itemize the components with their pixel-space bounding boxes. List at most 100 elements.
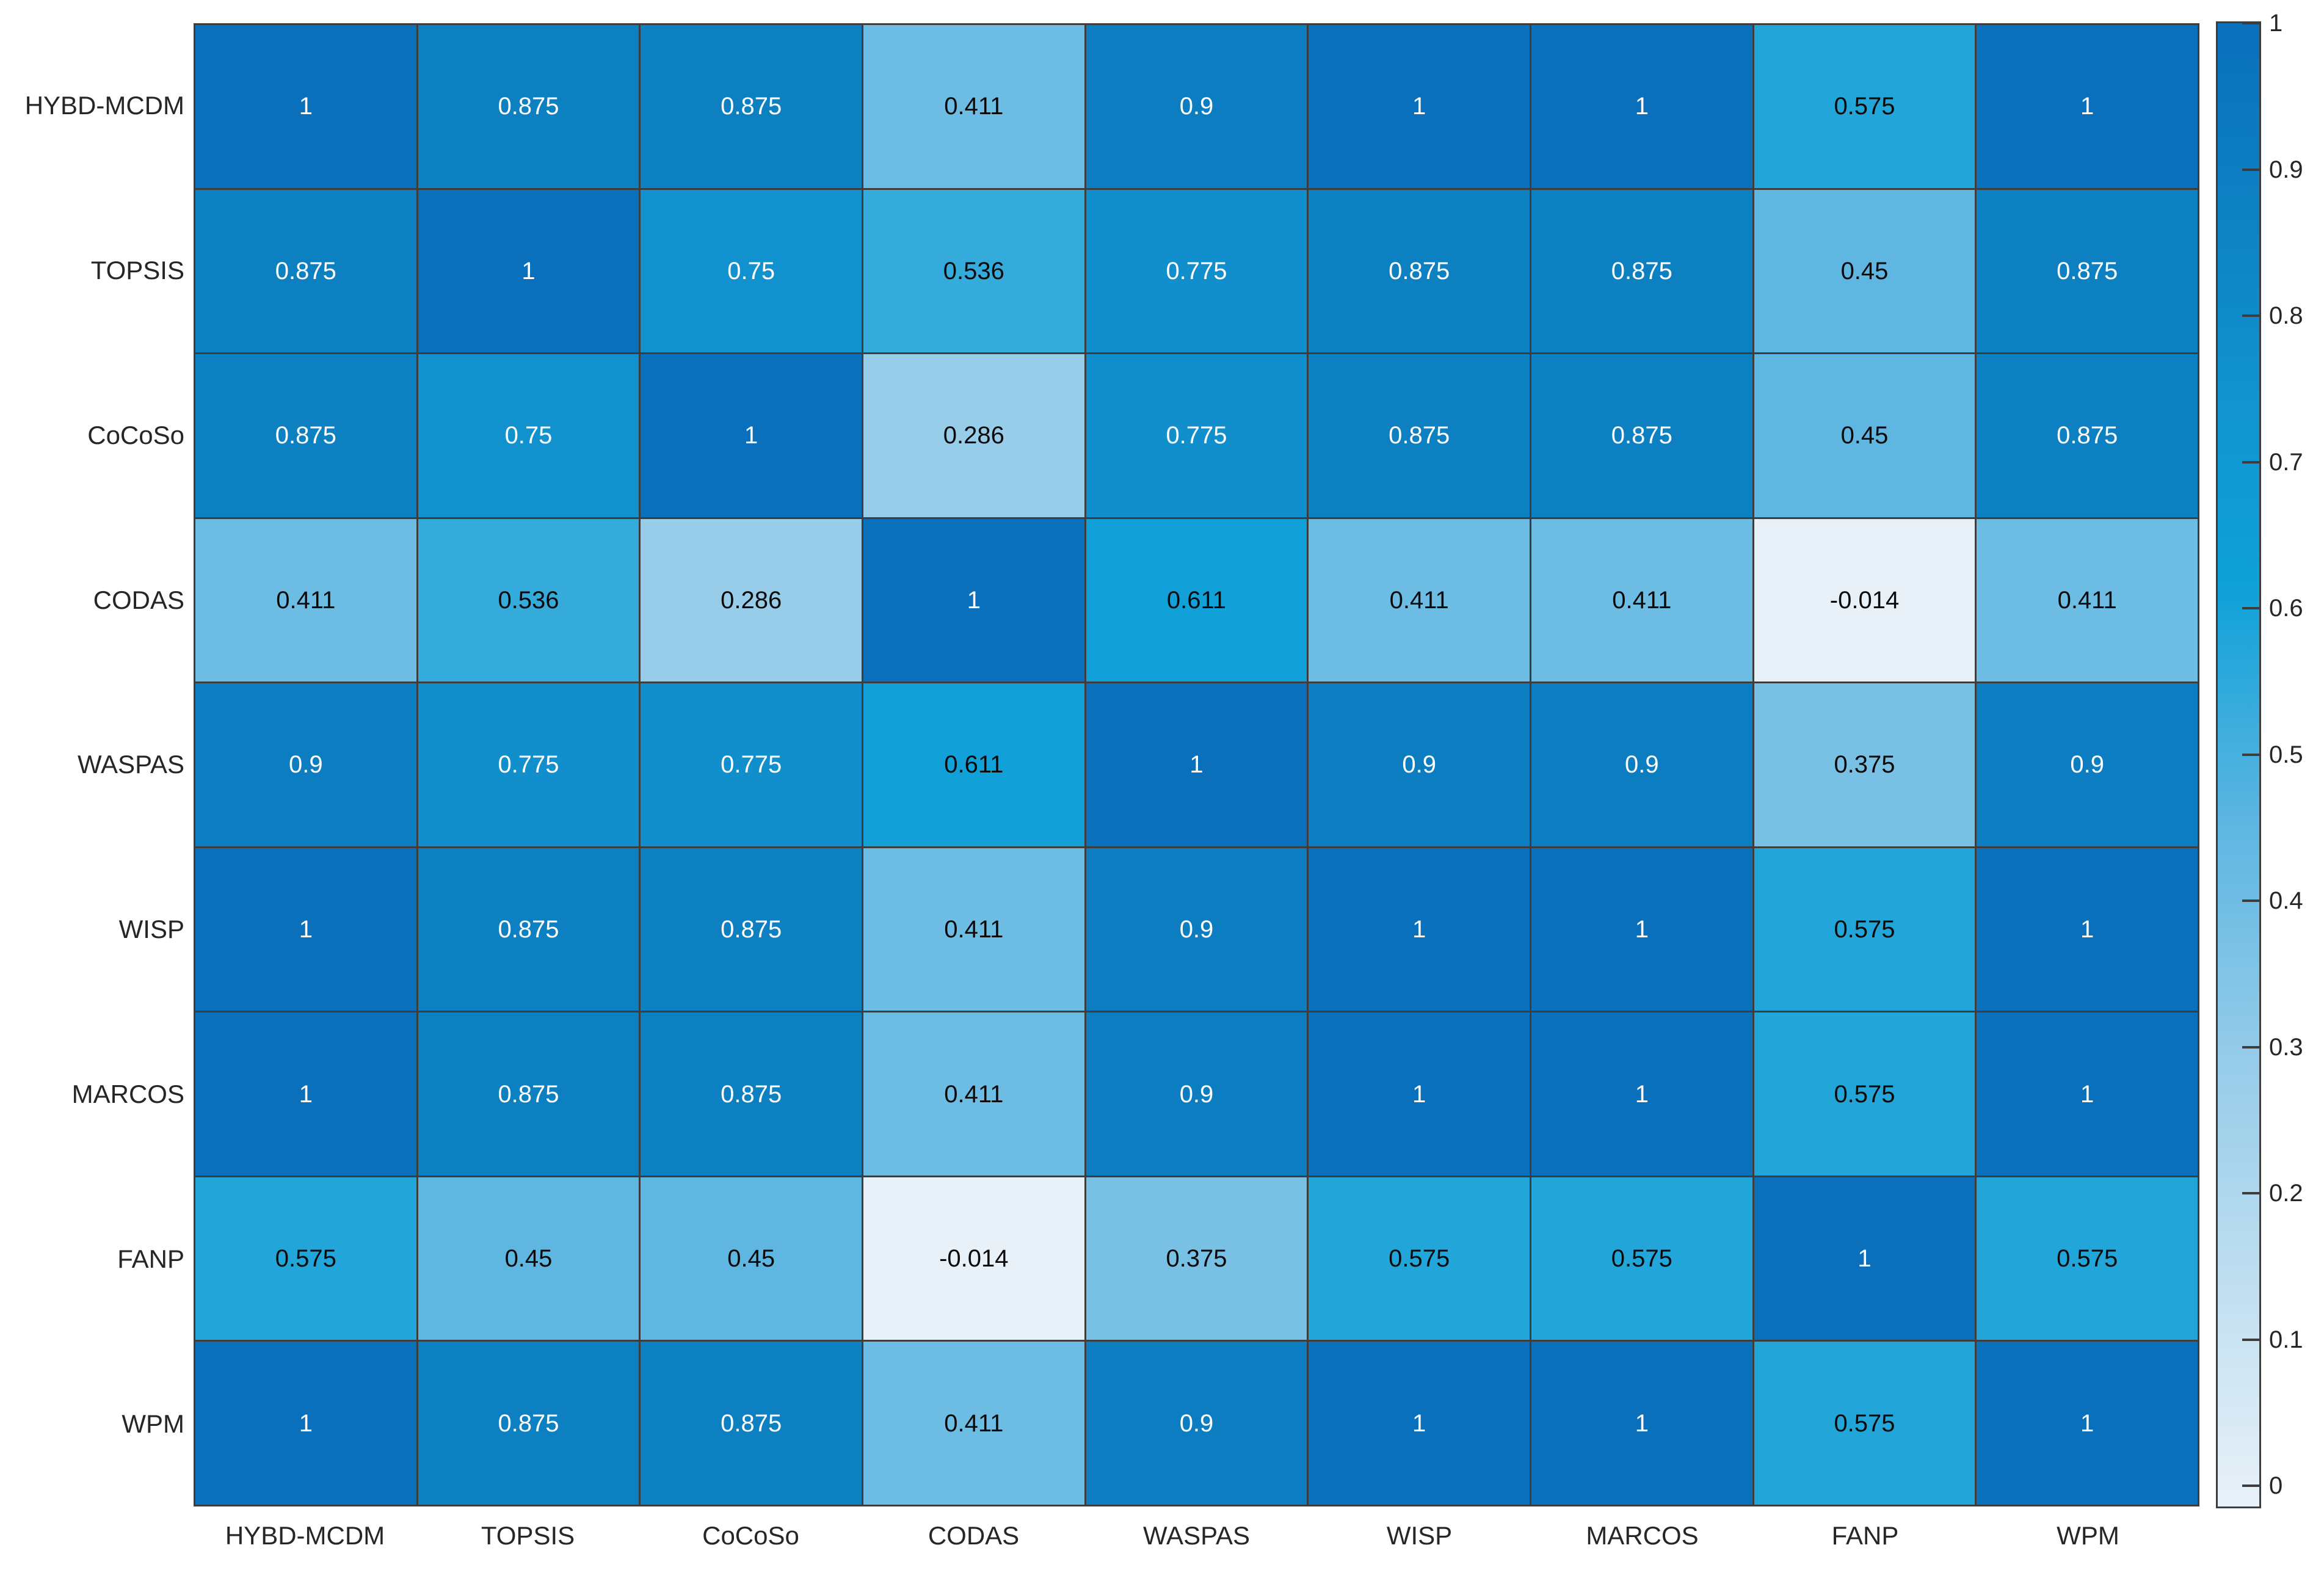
colorbar-tick-label: 0.5 [2269,741,2303,768]
heatmap-cell: 0.411 [1531,518,1752,682]
colorbar-tick-mark [2242,1485,2259,1488]
y-axis-label: TOPSIS [90,255,184,285]
heatmap-cell: 1 [863,518,1084,682]
colorbar-tick-mark [2242,22,2259,24]
heatmap-cell: 0.575 [1754,1342,1975,1505]
colorbar-tick-label: 0.3 [2269,1033,2303,1061]
x-axis-label: FANP [1831,1521,1899,1550]
colorbar-tick-mark [2242,607,2259,610]
heatmap-cell: 0.775 [1086,189,1307,353]
heatmap-cell: 1 [1977,848,2198,1011]
y-axis-label: WISP [118,915,184,944]
y-axis-label: MARCOS [71,1080,184,1109]
heatmap-cell: 1 [195,25,416,188]
heatmap-cell: 1 [1977,1342,2198,1505]
heatmap-cell: 0.9 [1086,25,1307,188]
colorbar-tick-mark [2242,899,2259,903]
heatmap-cell: 0.575 [1754,25,1975,188]
x-axis-label: WASPAS [1142,1521,1251,1550]
heatmap-cell: 0.411 [195,518,416,682]
y-axis-label: FANP [117,1245,184,1274]
x-axis-label: WISP [1386,1521,1453,1550]
heatmap-cell: 0.575 [1531,1177,1752,1340]
heatmap-cell: 1 [1309,1012,1530,1176]
heatmap-cell: 1 [1531,848,1752,1011]
colorbar-tick-mark [2242,168,2259,171]
colorbar-tick-label: 0.2 [2269,1180,2303,1207]
heatmap-cell: 0.875 [1309,189,1530,353]
colorbar-tick-mark [2242,314,2259,318]
x-axis-label: MARCOS [1586,1521,1699,1550]
heatmap-cell: 1 [1309,848,1530,1011]
heatmap-cell: 0.875 [418,25,639,188]
heatmap-cell: 0.875 [418,1012,639,1176]
x-axis-label: TOPSIS [481,1521,575,1550]
heatmap-cell: 0.9 [1086,1342,1307,1505]
colorbar-tick-label: 0.6 [2269,595,2303,622]
heatmap-cell: 1 [1531,1342,1752,1505]
heatmap-cell: 0.875 [641,25,862,188]
x-axis-label: CoCoSo [702,1521,799,1550]
heatmap-cell: 0.9 [195,683,416,846]
heatmap-cell: 0.875 [195,354,416,517]
heatmap-cell: 0.286 [863,354,1084,517]
heatmap-cell: 0.775 [418,683,639,846]
heatmap-cell: 0.575 [1977,1177,2198,1340]
heatmap-cell: 0.875 [641,848,862,1011]
heatmap-cell: 0.536 [418,518,639,682]
colorbar-tick-label: 0.9 [2269,156,2303,183]
heatmap-cell: 0.45 [418,1177,639,1340]
heatmap-cell: 0.45 [1754,354,1975,517]
colorbar-tick-mark [2242,1338,2259,1341]
heatmap-cell: 0.875 [418,1342,639,1505]
colorbar-tick-mark [2242,1045,2259,1048]
heatmap-cell: 0.375 [1086,1177,1307,1340]
heatmap-cell: 0.411 [863,25,1084,188]
heatmap-cell: 0.536 [863,189,1084,353]
heatmap-cell: 0.611 [1086,518,1307,682]
y-axis-label: WASPAS [77,750,184,779]
heatmap-cell: 0.9 [1086,1012,1307,1176]
heatmap-cell: 0.875 [195,189,416,353]
heatmap-cell: 1 [1309,25,1530,188]
heatmap-cell: 0.411 [863,1342,1084,1505]
heatmap-cell: 0.9 [1977,683,2198,846]
colorbar-tick-label: 0.1 [2269,1326,2303,1353]
heatmap-cell: 0.75 [641,189,862,353]
heatmap-cell: 1 [1531,1012,1752,1176]
colorbar-tick-label: 0 [2269,1472,2283,1500]
colorbar-gradient [2216,21,2261,1508]
heatmap-cell: 0.575 [1309,1177,1530,1340]
y-axis-label: WPM [122,1409,184,1439]
colorbar-tick-mark [2242,1192,2259,1195]
heatmap-cell: 1 [641,354,862,517]
heatmap-cell: 0.75 [418,354,639,517]
heatmap-cell: 0.9 [1309,683,1530,846]
heatmap-cell: 0.45 [641,1177,862,1340]
colorbar-tick-label: 0.4 [2269,887,2303,915]
heatmap-cell: 0.411 [863,1012,1084,1176]
heatmap-cell: 0.286 [641,518,862,682]
heatmap-grid: 1 0.875 0.875 0.411 0.9 1 1 0.575 1 0.875 1 0.75 0.5… [194,23,2199,1506]
heatmap-cell: 0.875 [1977,354,2198,517]
heatmap-cell: 0.875 [1531,189,1752,353]
heatmap-cell: 0.411 [1309,518,1530,682]
heatmap-cell: 0.411 [1977,518,2198,682]
heatmap-cell: 0.875 [641,1342,862,1505]
heatmap-cell: 0.575 [1754,1012,1975,1176]
colorbar-tick-label: 1 [2269,10,2283,37]
heatmap-cell: 1 [195,1012,416,1176]
colorbar-tick-mark [2242,460,2259,463]
colorbar-tick-label: 0.8 [2269,302,2303,330]
colorbar-tick-mark [2242,753,2259,756]
heatmap-cell: 0.575 [1754,848,1975,1011]
x-axis-label: HYBD-MCDM [225,1521,385,1550]
heatmap-cell: 1 [1754,1177,1975,1340]
heatmap-cell: 1 [1086,683,1307,846]
y-axis-label: CoCoSo [87,420,184,449]
heatmap-cell: 0.875 [1531,354,1752,517]
heatmap-cell: 0.375 [1754,683,1975,846]
heatmap-cell: 0.611 [863,683,1084,846]
colorbar-tick-label: 0.7 [2269,448,2303,476]
